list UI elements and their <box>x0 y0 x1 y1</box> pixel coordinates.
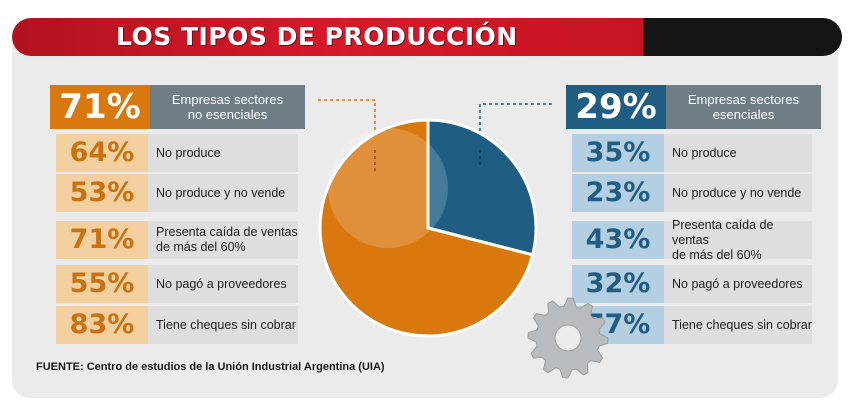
pie-slice-non-essential <box>318 118 535 338</box>
non-essential-total-pct: 71% <box>50 85 150 129</box>
non-essential-row-label: Tiene cheques sin cobrar <box>148 306 298 344</box>
gear-icon <box>527 297 609 379</box>
essential-row-label: No produce <box>664 134 812 172</box>
non-essential-row-pct: 71% <box>56 221 148 259</box>
essential-row-label: Tiene cheques sin cobrar <box>664 306 812 344</box>
essential-row-label: No produce y no vende <box>664 174 812 212</box>
essential-row-label: Presenta caída de ventas de más del 60% <box>664 218 812 262</box>
non-essential-row-pct: 83% <box>56 306 148 344</box>
non-essential-row-label: No produce <box>148 134 298 172</box>
non-essential-header-label: Empresas sectores no esenciales <box>150 85 305 129</box>
non-essential-row-pct: 64% <box>56 134 148 172</box>
title-banner <box>12 18 842 56</box>
non-essential-row-pct: 53% <box>56 174 148 212</box>
non-essential-row-pct: 55% <box>56 265 148 303</box>
source-note: FUENTE: Centro de estudios de la Unión I… <box>36 361 385 373</box>
pie-slice-essential <box>426 118 538 257</box>
essential-row-pct: 43% <box>572 221 664 259</box>
essential-header-label: Empresas sectores esenciales <box>666 85 821 129</box>
essential-row-label: No pagó a proveedores <box>664 265 812 303</box>
gear-hole <box>554 324 582 352</box>
page-title: LOS TIPOS DE PRODUCCIÓN <box>116 22 518 51</box>
pie-highlight <box>328 128 448 248</box>
non-essential-row-label: Presenta caída de ventas de más del 60% <box>148 221 298 259</box>
essential-row-pct: 32% <box>572 265 664 303</box>
essential-row-pct: 35% <box>572 134 664 172</box>
essential-row-pct: 23% <box>572 174 664 212</box>
essential-total-pct: 29% <box>566 85 666 129</box>
non-essential-row-label: No pagó a proveedores <box>148 265 298 303</box>
non-essential-row-label: No produce y no vende <box>148 174 298 212</box>
